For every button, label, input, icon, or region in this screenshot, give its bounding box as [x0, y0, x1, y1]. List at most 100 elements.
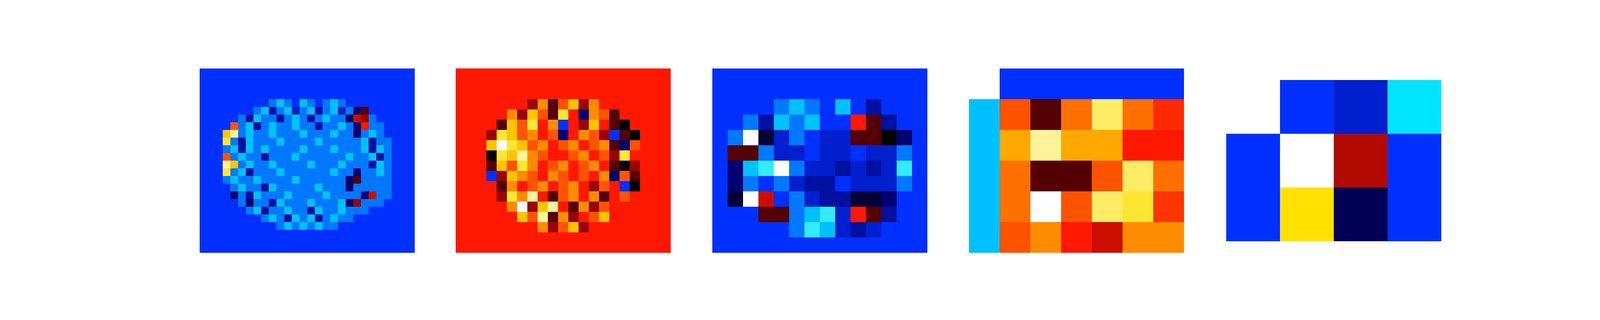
- heatmap-cell: [476, 242, 488, 253]
- heatmap-cell: [322, 114, 331, 123]
- heatmap-cell: [476, 170, 488, 182]
- heatmap-cell: [727, 160, 744, 177]
- heatmap-cell: [619, 232, 631, 244]
- heatmap-cell: [238, 199, 247, 208]
- heatmap-cell: [245, 222, 255, 231]
- heatmap-cell: [353, 106, 362, 116]
- heatmap-cell: [238, 160, 247, 169]
- heatmap-cell: [650, 150, 662, 162]
- heatmap-cell: [835, 191, 852, 208]
- heatmap-cell: [307, 83, 316, 93]
- heatmap-cell: [238, 214, 247, 223]
- heatmap-cell: [330, 160, 339, 169]
- heatmap-cell: [650, 211, 662, 223]
- heatmap-cell: [253, 199, 262, 208]
- heatmap-cell: [368, 137, 377, 146]
- heatmap-cell: [865, 114, 882, 131]
- heatmap-cell: [299, 214, 308, 223]
- heatmap-cell: [1387, 187, 1442, 242]
- heatmap-cell: [568, 242, 580, 253]
- heatmap-cell: [314, 99, 324, 108]
- heatmap-cell: [407, 129, 415, 139]
- heatmap-cell: [578, 211, 590, 223]
- heatmap-cell: [727, 191, 744, 208]
- heatmap-cell: [384, 229, 393, 239]
- heatmap-cell: [476, 201, 488, 213]
- heatmap-cell: [455, 211, 467, 223]
- heatmap-cell: [215, 137, 224, 146]
- heatmap-cell: [496, 140, 508, 152]
- heatmap-cell: [881, 99, 898, 116]
- heatmap-cell: [299, 76, 308, 85]
- heatmap-cell: [253, 106, 262, 116]
- heatmap-cell: [268, 222, 278, 231]
- heatmap-cell: [322, 152, 331, 162]
- heatmap-cell: [337, 106, 347, 116]
- heatmap-cell: [1030, 129, 1062, 162]
- heatmap-cell: [268, 83, 278, 93]
- heatmap-cell: [629, 88, 641, 100]
- heatmap-cell: [307, 145, 316, 154]
- heatmap-cell: [299, 183, 308, 192]
- heatmap-cell: [881, 145, 898, 162]
- heatmap-cell: [789, 114, 806, 131]
- heatmap-cell: [578, 150, 590, 162]
- heatmap-cell: [588, 232, 600, 244]
- heatmap-cell: [391, 183, 400, 192]
- heatmap-cell: [789, 237, 806, 253]
- heatmap-cell: [517, 181, 528, 192]
- heatmap-cell: [291, 83, 301, 93]
- heatmap-cell: [391, 129, 400, 139]
- heatmap-cell: [407, 122, 415, 131]
- heatmap-cell: [276, 160, 285, 169]
- heatmap-cell: [1061, 99, 1093, 131]
- heatmap-cell: [465, 88, 477, 100]
- cells: [1226, 80, 1442, 242]
- heatmap-cell: [391, 68, 400, 77]
- heatmap-cell: [506, 99, 518, 111]
- heatmap-cell: [299, 145, 308, 154]
- heatmap-cell: [238, 91, 247, 100]
- heatmap-cell: [245, 145, 255, 154]
- heatmap-cell: [215, 129, 224, 139]
- heatmap-cell: [322, 106, 331, 116]
- heatmap-cell: [912, 114, 928, 131]
- heatmap-cell: [881, 237, 898, 253]
- heatmap-cell: [773, 206, 790, 223]
- heatmap-cell: [486, 129, 498, 141]
- heatmap-cell: [284, 99, 293, 108]
- heatmap-cell: [238, 206, 247, 216]
- heatmap-cell: [261, 160, 270, 169]
- heatmap-cell: [253, 122, 262, 131]
- heatmap-cell: [399, 199, 408, 208]
- heatmap-cell: [407, 99, 415, 108]
- heatmap-cell: [199, 76, 208, 85]
- heatmap-cell: [599, 140, 610, 152]
- heatmap-cell: [465, 232, 477, 244]
- heatmap-cell: [588, 191, 600, 203]
- heatmap-cell: [629, 160, 641, 172]
- heatmap-cell: [537, 99, 549, 111]
- heatmap-cell: [712, 99, 729, 116]
- heatmap-cell: [486, 201, 498, 213]
- heatmap-cell: [337, 68, 347, 77]
- heatmap-cell: [207, 160, 216, 169]
- heatmap-cell: [284, 137, 293, 146]
- heatmap-cell: [330, 191, 339, 200]
- heatmap-cell: [496, 160, 508, 172]
- heatmap-cell: [547, 191, 559, 203]
- heatmap-cell: [299, 229, 308, 239]
- heatmap-cell: [609, 129, 621, 141]
- heatmap-cell: [207, 237, 216, 246]
- heatmap-cell: [527, 211, 539, 223]
- heatmap-cell: [476, 150, 488, 162]
- heatmap-cell: [558, 160, 569, 172]
- heatmap-cell: [850, 160, 867, 177]
- heatmap-cell: [506, 201, 518, 213]
- heatmap-cell: [238, 245, 247, 253]
- heatmap-cell: [353, 245, 362, 253]
- heatmap-cell: [353, 214, 362, 223]
- heatmap-cell: [650, 88, 662, 100]
- heatmap-cell: [291, 229, 301, 239]
- heatmap-cell: [527, 232, 539, 244]
